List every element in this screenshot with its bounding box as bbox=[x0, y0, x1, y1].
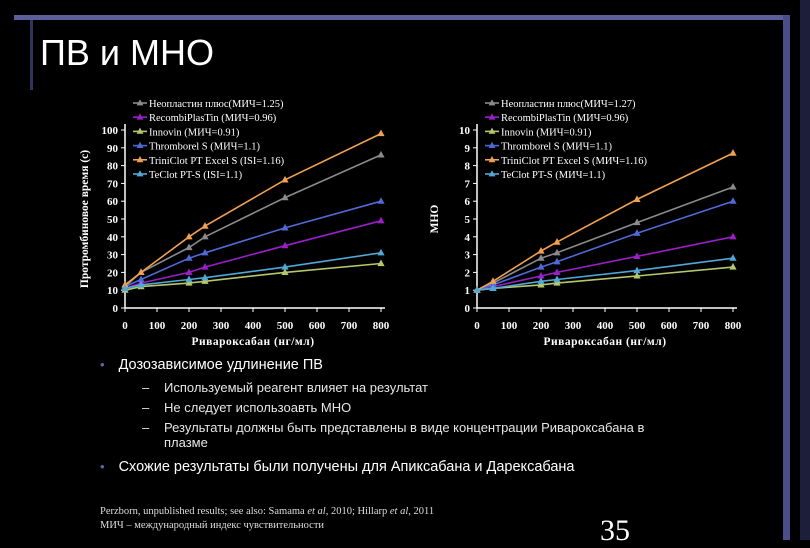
x-tick-label: 300 bbox=[213, 320, 230, 332]
bullet-item: • Схожие результаты были получены для Апи… bbox=[100, 459, 575, 475]
data-point bbox=[377, 150, 385, 158]
y-tick-label: 100 bbox=[102, 125, 119, 137]
data-point bbox=[377, 259, 385, 267]
legend-marker bbox=[136, 113, 144, 120]
slide-frame-left bbox=[30, 20, 33, 90]
legend-marker bbox=[136, 156, 144, 163]
y-tick-label: 20 bbox=[107, 267, 119, 279]
dash-icon: – bbox=[142, 420, 150, 435]
data-point bbox=[377, 248, 385, 256]
data-point bbox=[281, 193, 289, 201]
x-tick-label: 500 bbox=[277, 320, 294, 332]
reference-line: Perzborn, unpublished results; see also:… bbox=[100, 505, 434, 519]
legend-label: Thromborel S (МИЧ=1.1) bbox=[149, 142, 261, 153]
bullet-text: Схожие результаты были получены для Апик… bbox=[118, 459, 575, 475]
legend-label: TriniClot PT Excel S (ISI=1.16) bbox=[149, 156, 285, 167]
bullet-icon: • bbox=[100, 357, 105, 372]
footer: Perzborn, unpublished results; see also:… bbox=[100, 505, 434, 533]
y-axis-title: Протромбиновое время (с) bbox=[79, 150, 91, 288]
sub-item-text: Результаты должны быть представлены в ви… bbox=[164, 420, 645, 450]
y-tick-label: 50 bbox=[107, 214, 119, 226]
abbreviation-note: МИЧ – международный индекс чувствительно… bbox=[100, 520, 325, 531]
y-tick-label: 0 bbox=[113, 303, 119, 315]
data-point bbox=[137, 275, 145, 283]
data-point bbox=[201, 263, 209, 270]
data-point bbox=[281, 175, 289, 183]
legend-label: Innovin (МИЧ=0.91) bbox=[149, 127, 240, 138]
y-tick-label: 60 bbox=[107, 196, 119, 208]
x-tick-label: 800 bbox=[373, 320, 390, 332]
legend-label: TeClot PT-S (ISI=1.1) bbox=[149, 170, 243, 181]
series-line bbox=[124, 252, 382, 290]
data-point bbox=[185, 232, 193, 240]
x-tick-label: 600 bbox=[309, 320, 326, 332]
series-line bbox=[124, 220, 382, 290]
page-number: 35 bbox=[600, 514, 630, 547]
data-point bbox=[377, 197, 385, 204]
data-point bbox=[201, 273, 209, 281]
x-axis-title: Ривароксабан (нг/мл) bbox=[191, 336, 314, 348]
dash-icon: – bbox=[142, 380, 150, 395]
slide-frame-right bbox=[783, 15, 790, 540]
data-point bbox=[185, 268, 193, 275]
reference-etal: et al bbox=[389, 506, 409, 517]
legend-marker bbox=[136, 99, 144, 106]
y-tick-label: 90 bbox=[107, 143, 119, 155]
data-point bbox=[201, 277, 209, 284]
y-tick-label: 30 bbox=[107, 250, 119, 262]
reference-text: , 2010; Hillarp bbox=[325, 506, 390, 517]
y-tick-label: 40 bbox=[107, 232, 119, 244]
legend-marker bbox=[136, 141, 144, 148]
data-point bbox=[281, 223, 289, 231]
data-point bbox=[201, 248, 209, 256]
dash-icon: – bbox=[142, 400, 150, 415]
data-point bbox=[185, 275, 193, 283]
reference-etal: et al bbox=[307, 506, 326, 517]
data-point bbox=[185, 254, 193, 261]
data-point bbox=[137, 280, 145, 288]
y-tick-label: 70 bbox=[107, 178, 119, 190]
x-tick-label: 200 bbox=[181, 320, 198, 332]
legend-label: Неопластин плюс(МИЧ=1.25) bbox=[149, 99, 284, 110]
data-point bbox=[185, 279, 193, 286]
slide-frame-edge bbox=[800, 0, 810, 540]
sub-item-text: Не следует использоавть МНО bbox=[164, 400, 352, 415]
slide-frame-top bbox=[14, 15, 784, 20]
reference-text: Perzborn, unpublished results; see also:… bbox=[100, 506, 308, 517]
data-point bbox=[281, 263, 289, 270]
x-tick-label: 400 bbox=[245, 320, 262, 332]
data-point bbox=[121, 284, 129, 292]
bullet-icon: • bbox=[100, 459, 105, 474]
y-tick-label: 10 bbox=[107, 285, 119, 297]
legend-label: RecombiPlasTin (МИЧ=0.96) bbox=[149, 113, 277, 124]
legend-marker bbox=[136, 127, 144, 134]
data-point bbox=[281, 268, 289, 275]
data-point bbox=[281, 241, 289, 249]
data-point bbox=[137, 268, 145, 275]
bullet-text: Дозозависимое удлинение ПВ bbox=[118, 357, 323, 373]
slide-title: ПВ и МНО bbox=[40, 32, 214, 73]
sub-item-text: Используемый реагент влияет на результат bbox=[164, 380, 428, 395]
data-point bbox=[201, 222, 209, 229]
x-tick-label: 100 bbox=[149, 320, 166, 332]
data-point bbox=[377, 129, 385, 137]
x-tick-label: 0 bbox=[122, 320, 128, 332]
legend-marker bbox=[136, 170, 144, 177]
bullet-item: • Дозозависимое удлинение ПВ bbox=[100, 357, 323, 373]
data-point bbox=[377, 216, 385, 224]
reference-text: , 2011 bbox=[408, 506, 435, 517]
data-point bbox=[121, 280, 129, 288]
y-tick-label: 80 bbox=[107, 161, 119, 173]
x-tick-label: 700 bbox=[341, 320, 358, 332]
data-point bbox=[201, 232, 209, 240]
series-line bbox=[124, 262, 382, 291]
data-point bbox=[185, 243, 193, 251]
